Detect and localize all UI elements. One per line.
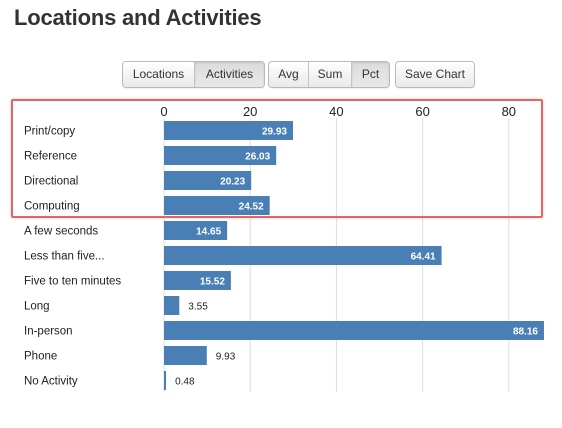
x-tick-label: 0 (160, 104, 167, 119)
bar (164, 221, 228, 240)
activities-button[interactable]: Activities (195, 62, 264, 87)
bar (164, 271, 231, 290)
highlight-box (11, 99, 543, 218)
category-label: Phone (24, 351, 57, 363)
category-label: Computing (24, 201, 80, 213)
data-label: 29.93 (262, 127, 287, 138)
bar (164, 121, 293, 140)
x-tick-label: 60 (415, 104, 429, 119)
category-label: Directional (24, 176, 78, 188)
data-label: 20.23 (220, 177, 245, 188)
activities-bar-chart: 0 20 40 60 80 Print/copy Reference Directional… (24, 104, 544, 392)
pct-button[interactable]: Pct (352, 62, 389, 87)
mode-toggle-group: Avg Sum Pct (268, 61, 390, 88)
data-labels: 29.93 26.03 20.23 24.52 14.65 64.41 15.52 3.55 8… (175, 127, 538, 388)
x-axis-ticks: 0 20 40 60 80 (160, 104, 516, 119)
category-label: Print/copy (24, 126, 75, 138)
avg-button[interactable]: Avg (269, 62, 309, 87)
view-toggle-group: Locations Activities (122, 61, 265, 88)
bar (164, 321, 544, 340)
data-label: 24.52 (239, 202, 264, 213)
bars (164, 121, 544, 390)
data-label: 9.93 (216, 352, 236, 363)
bar (164, 246, 442, 265)
category-label: No Activity (24, 376, 78, 388)
x-tick-label: 20 (243, 104, 257, 119)
locations-button[interactable]: Locations (123, 62, 195, 87)
category-label: In-person (24, 326, 73, 338)
data-label: 26.03 (245, 152, 270, 163)
category-labels: Print/copy Reference Directional Computing A… (24, 126, 121, 388)
bar (164, 146, 277, 165)
data-label: 88.16 (513, 327, 538, 338)
category-label: Long (24, 301, 50, 313)
category-label: Reference (24, 151, 77, 163)
page-title: Locations and Activities (14, 5, 262, 30)
data-label: 64.41 (411, 252, 436, 263)
x-tick-label: 40 (329, 104, 343, 119)
data-label: 15.52 (200, 277, 225, 288)
x-tick-label: 80 (502, 104, 516, 119)
chart-toolbar: Locations Activities Avg Sum Pct Save Ch… (0, 0, 562, 100)
bar (164, 296, 180, 315)
category-label: Five to ten minutes (24, 276, 121, 288)
sum-button[interactable]: Sum (309, 62, 352, 87)
save-chart-button[interactable]: Save Chart (396, 62, 474, 87)
bar (164, 196, 270, 215)
bar (164, 171, 252, 190)
category-label: A few seconds (24, 226, 98, 238)
export-group: Save Chart (395, 61, 475, 88)
data-label: 3.55 (188, 302, 208, 313)
bar (164, 371, 167, 390)
bar (164, 346, 207, 365)
data-label: 14.65 (196, 227, 221, 238)
category-label: Less than five... (24, 251, 105, 263)
data-label: 0.48 (175, 377, 195, 388)
